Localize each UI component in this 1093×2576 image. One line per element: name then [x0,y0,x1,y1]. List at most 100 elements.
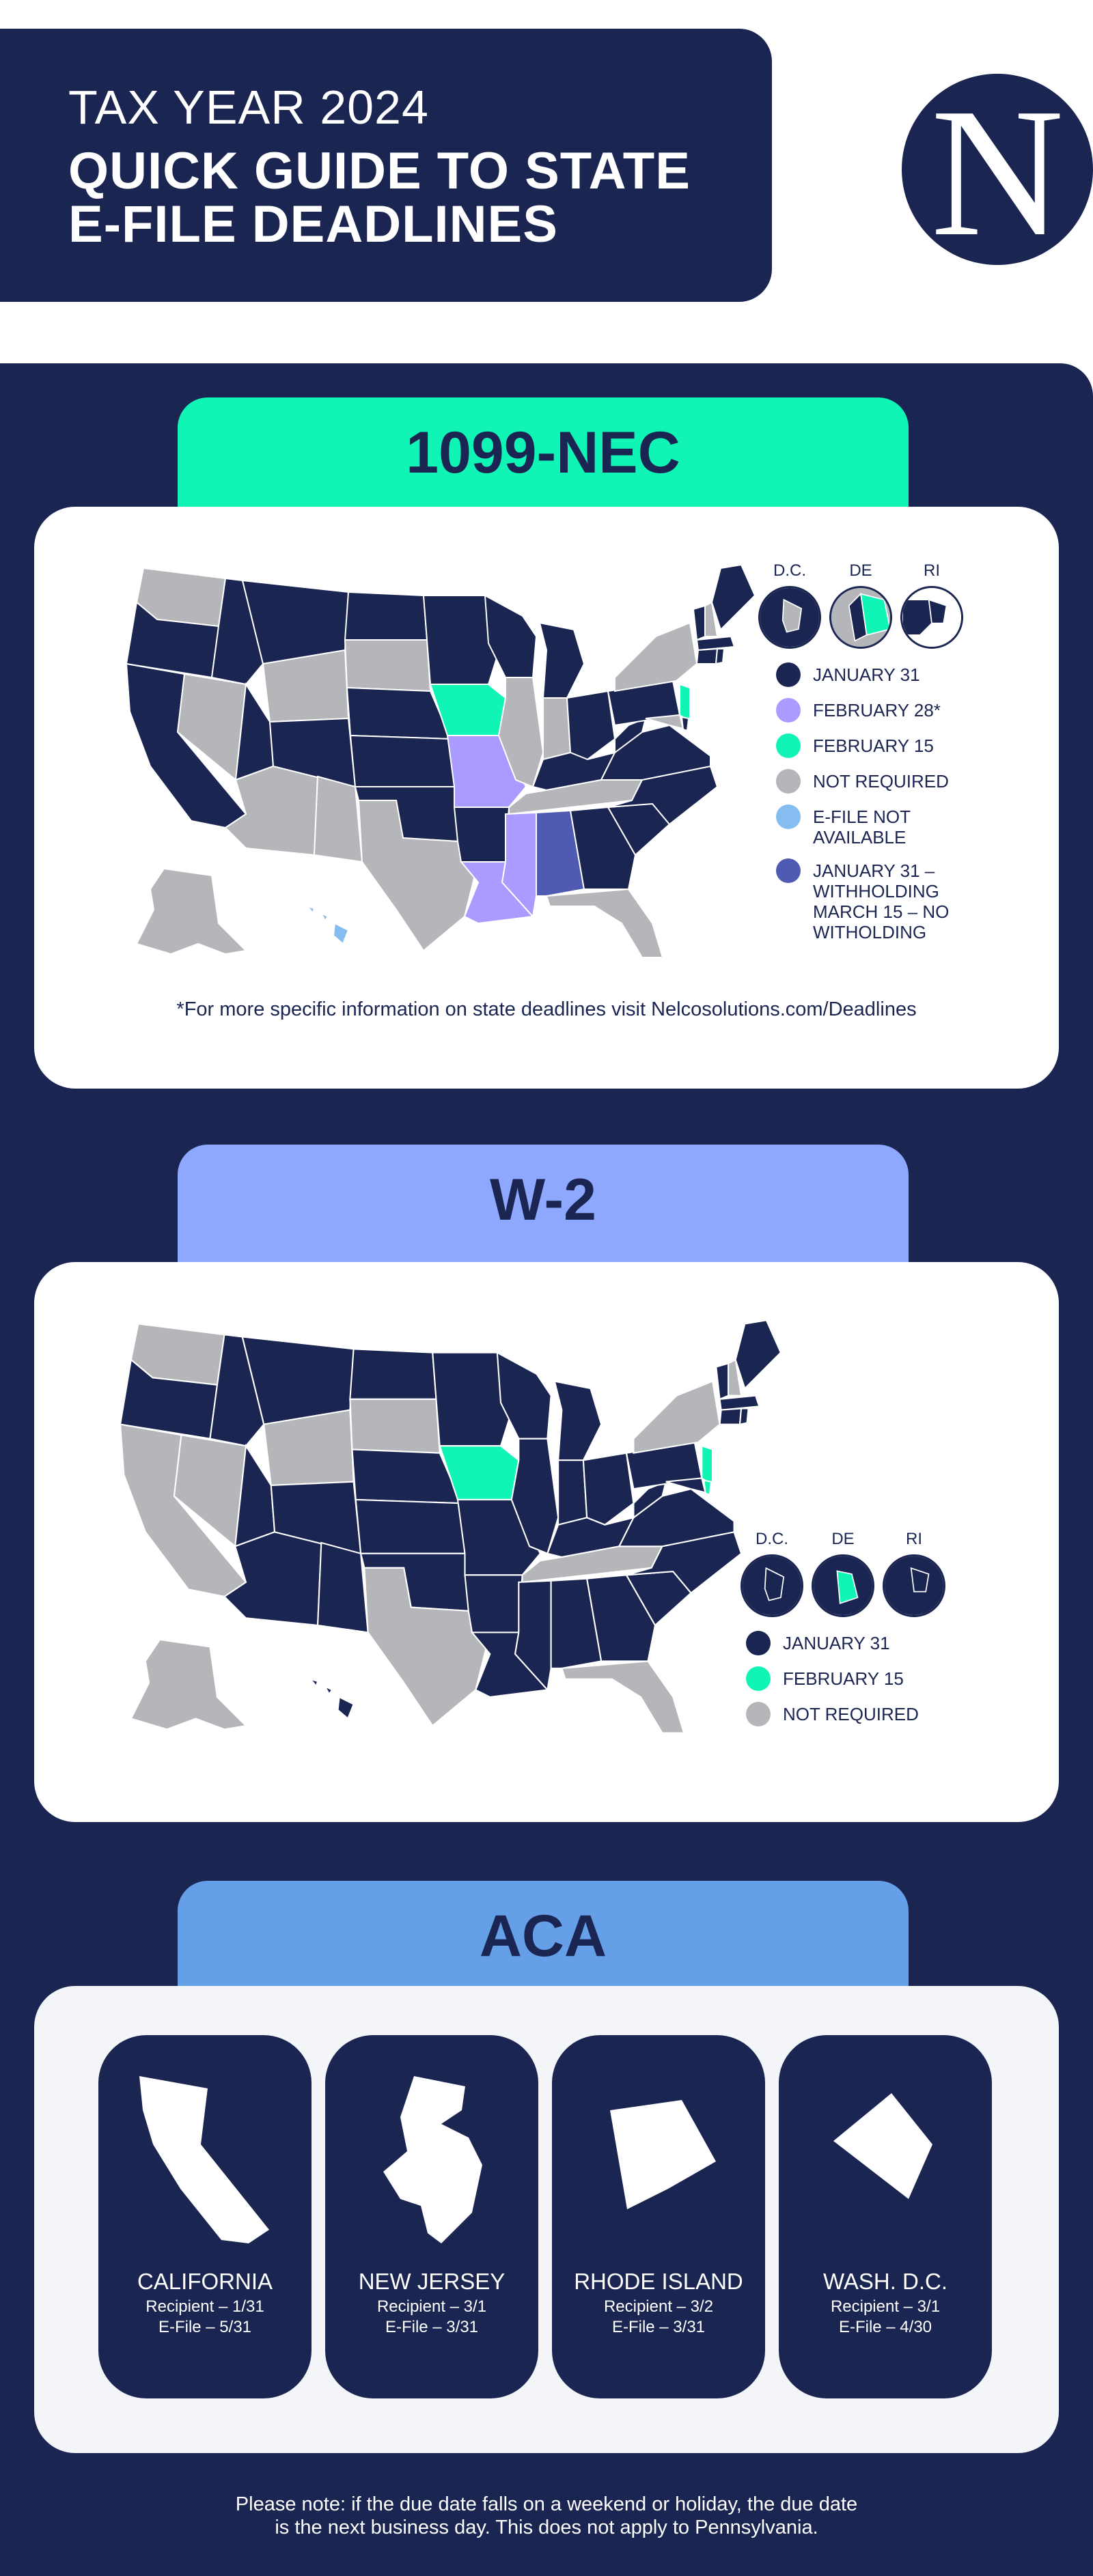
aca-state-dc: WASH. D.C. Recipient – 3/1 E-File – 4/30 [779,2035,992,2398]
legend-label: NOT REQUIRED [783,1704,919,1724]
w2-state-wv [633,1480,667,1520]
footer-note: Please note: if the due date falls on a … [235,2493,858,2538]
w2-us-map-svg [119,1319,782,1734]
title-line-2: E-FILE DEADLINES [68,195,558,253]
dc-inset-icon [758,586,821,649]
new-jersey-shape-icon [383,2076,482,2243]
nec-footnote: *For more specific information on state … [176,998,917,1020]
w2-state-ma [719,1395,760,1411]
nec-insets: D.C. DE RI [758,561,963,649]
w2-inset-de: DE [812,1530,874,1617]
nec-state-nh [704,601,719,637]
legend-dot [776,733,801,758]
inset-label: RI [906,1530,922,1548]
tab-1099-nec-label: 1099-NEC [406,420,680,486]
nec-inset-dc: D.C. [758,561,821,649]
nec-state-ct [695,647,719,664]
aca-state-california: CALIFORNIA Recipient – 1/31 E-File – 5/3… [98,2035,312,2398]
aca-state-new-jersey: NEW JERSEY Recipient – 3/1 E-File – 3/31 [325,2035,538,2398]
nec-state-me [710,563,756,631]
w2-state-nm [316,1541,369,1634]
nec-state-de [680,716,690,732]
legend-label: JANUARY 31 – WITHHOLDING MARCH 15 – NO W… [813,860,950,942]
nec-state-nd [344,591,428,641]
w2-state-de [703,1479,712,1496]
w2-state-oh [582,1452,635,1526]
tab-aca-label: ACA [479,1903,607,1969]
inset-label: RI [924,561,940,580]
legend-item: FEBRUARY 15 [746,1666,919,1691]
legend-item: NOT REQUIRED [776,769,949,794]
logo-letter: N [930,70,1064,275]
nec-state-ak [135,867,248,955]
tab-w2: W-2 [178,1145,909,1272]
nec-state-fl [545,888,664,958]
nec-state-ny [614,621,698,692]
w2-state-in [557,1459,588,1526]
inset-label: D.C. [773,561,806,580]
w2-state-ny [633,1380,721,1454]
nec-state-il [497,677,544,788]
w2-legend: JANUARY 31 FEBRUARY 15 NOT REQUIRED [746,1631,919,1737]
w2-state-ar [464,1574,523,1634]
w2-state-nh [728,1358,743,1397]
de-inset-icon [829,586,892,649]
w2-state-sd [349,1398,441,1454]
california-shape-icon [139,2076,269,2243]
w2-state-hi [308,1677,355,1720]
legend-dot [776,804,801,829]
state-recipient-date: Recipient – 3/1 [376,2297,487,2316]
legend-label: E-FILE NOT AVAILABLE [813,807,911,848]
w2-state-nd [349,1348,437,1400]
legend-label: FEBRUARY 28* [813,700,941,720]
legend-dot [776,698,801,723]
nec-legend: JANUARY 31 FEBRUARY 28* FEBRUARY 15 NOT … [776,662,949,953]
nec-state-nm [313,775,363,863]
state-name: NEW JERSEY [358,2269,506,2294]
w2-card: D.C. DE RI JANUARY 31 FEBRUARY 15 [34,1262,1059,1822]
w2-inset-ri: RI [883,1530,945,1617]
tax-year: TAX YEAR 2024 [68,81,429,134]
nec-state-tx [357,800,480,952]
nec-state-hi [305,905,350,945]
nec-inset-de: DE [829,561,892,649]
legend-item: E-FILE NOT AVAILABLE [776,804,949,848]
state-efile-date: E-File – 4/30 [838,2318,932,2336]
tab-w2-label: W-2 [490,1167,596,1233]
w2-state-fl [560,1660,685,1734]
state-recipient-date: Recipient – 1/31 [146,2297,264,2316]
w2-state-nj [701,1444,714,1487]
nec-inset-ri: RI [900,561,963,649]
nec-state-in [542,697,572,761]
w2-state-ct [719,1408,743,1425]
legend-label: FEBRUARY 15 [783,1668,904,1689]
legend-item: FEBRUARY 15 [776,733,949,758]
dc-shape-icon [833,2093,932,2199]
aca-state-rhode-island: RHODE ISLAND Recipient – 3/2 E-File – 3/… [552,2035,765,2398]
state-name: RHODE ISLAND [574,2269,743,2294]
legend-dot [776,769,801,794]
w2-inset-dc: D.C. [741,1530,803,1617]
nec-card: D.C. DE RI JANUARY 31 FEBRUARY 28* [34,507,1059,1089]
legend-dot [776,858,801,883]
w2-state-tx [363,1567,491,1727]
w2-state-mi [553,1380,603,1461]
nec-state-ks [349,734,456,787]
de-inset-icon [812,1554,874,1617]
state-name: WASH. D.C. [822,2269,948,2294]
inset-label: DE [831,1530,855,1548]
legend-item: JANUARY 31 – WITHHOLDING MARCH 15 – NO W… [776,858,949,942]
nec-state-ar [453,807,510,863]
nec-state-ma [695,635,736,652]
legend-dot [746,1631,771,1655]
state-recipient-date: Recipient – 3/2 [603,2297,714,2316]
w2-state-me [734,1319,782,1390]
w2-state-al [550,1578,603,1669]
legend-label: NOT REQUIRED [813,771,949,792]
nec-state-oh [566,690,616,761]
legend-item: JANUARY 31 [776,662,949,687]
nec-state-mi [538,621,585,699]
nec-state-ri [715,648,725,665]
nelco-logo: N [902,74,1093,265]
rhode-island-shape-icon [610,2100,716,2209]
